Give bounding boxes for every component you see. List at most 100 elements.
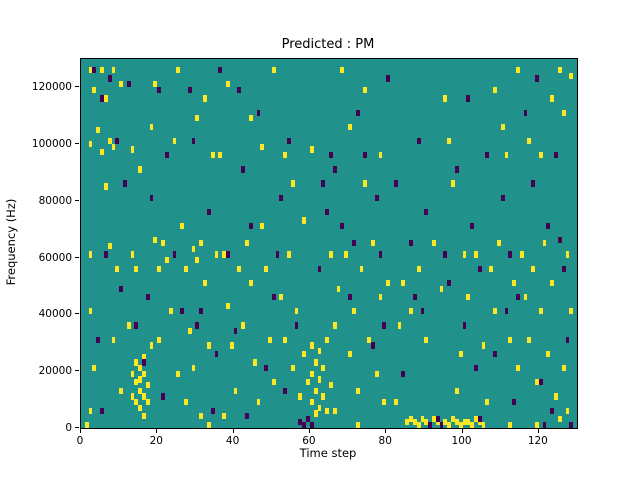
heatmap-cell — [561, 109, 566, 116]
heatmap-cell — [546, 350, 551, 358]
heatmap-cell — [157, 86, 162, 94]
heatmap-cell — [477, 265, 482, 272]
heatmap-cell — [420, 308, 425, 315]
heatmap-cell — [107, 137, 112, 145]
heatmap-cell — [138, 387, 143, 394]
heatmap-cell — [84, 421, 89, 428]
heatmap-cell — [561, 364, 566, 372]
heatmap-cell — [298, 393, 303, 400]
heatmap-cell — [309, 146, 314, 153]
heatmap-cell — [409, 308, 413, 315]
heatmap-cell — [462, 322, 467, 329]
heatmap-cell — [340, 66, 345, 74]
heatmap-cell — [309, 421, 314, 428]
heatmap-cell — [565, 407, 570, 414]
heatmap-cell — [225, 251, 230, 258]
heatmap-cell — [241, 322, 246, 329]
heatmap-cell — [149, 194, 154, 201]
heatmap-cell — [519, 251, 524, 258]
heatmap-cell — [103, 95, 108, 102]
heatmap-cell — [176, 370, 181, 377]
heatmap-cell — [531, 180, 536, 187]
heatmap-cell — [237, 265, 242, 272]
heatmap-cell — [550, 407, 555, 414]
heatmap-cell — [142, 413, 146, 420]
heatmap-cell — [538, 152, 543, 159]
heatmap-cell — [454, 166, 459, 173]
heatmap-cell — [191, 137, 196, 145]
heatmap-cell — [115, 265, 120, 272]
heatmap-cell — [378, 251, 383, 258]
heatmap-cell — [149, 342, 154, 349]
heatmap-cell — [100, 407, 104, 414]
heatmap-cell — [248, 115, 253, 122]
heatmap-cell — [161, 240, 165, 247]
heatmap-cell — [473, 251, 478, 258]
heatmap-cell — [88, 251, 93, 258]
heatmap-cell — [325, 208, 329, 216]
heatmap-cell — [248, 223, 253, 230]
heatmap-cell — [172, 137, 177, 145]
heatmap-cell — [199, 240, 204, 247]
heatmap-cell — [264, 364, 268, 372]
heatmap-cell — [466, 294, 471, 301]
heatmap-cell — [550, 95, 555, 102]
x-tick-label: 80 — [378, 435, 392, 447]
x-axis-label: Time step — [299, 446, 357, 460]
heatmap-cell — [302, 217, 307, 224]
heatmap-cell — [290, 364, 295, 372]
heatmap-cell — [515, 364, 520, 372]
x-tick-mark — [80, 429, 81, 433]
heatmap-cell — [271, 294, 276, 301]
heatmap-cell — [515, 66, 520, 74]
heatmap-cell — [306, 379, 310, 386]
heatmap-cell — [92, 86, 97, 94]
heatmap-cell — [180, 308, 184, 315]
heatmap-cell — [355, 109, 360, 116]
heatmap-cell — [382, 322, 387, 329]
heatmap-cell — [287, 137, 291, 145]
heatmap-cell — [462, 251, 467, 258]
x-tick-label: 0 — [76, 435, 84, 447]
heatmap-cell — [164, 257, 169, 264]
heatmap-cell — [199, 413, 204, 420]
heatmap-cell — [225, 81, 230, 88]
heatmap-cell — [126, 81, 131, 88]
plot-title: Predicted : PM — [281, 37, 375, 52]
heatmap-cell — [348, 294, 352, 301]
heatmap-cell — [531, 265, 536, 272]
heatmap-cell — [298, 418, 303, 426]
heatmap-cell — [119, 285, 123, 292]
heatmap-cell — [473, 416, 478, 423]
heatmap-cell — [130, 370, 135, 377]
heatmap-cell — [443, 95, 448, 102]
heatmap-cell — [161, 393, 165, 400]
heatmap-cell — [229, 342, 234, 349]
heatmap-cell — [233, 387, 238, 394]
heatmap-cell — [130, 251, 135, 258]
heatmap-cell — [138, 404, 143, 411]
y-tick-label: 40000 — [38, 308, 72, 321]
heatmap-cell — [351, 308, 356, 315]
heatmap-cell — [443, 418, 448, 426]
heatmap-cell — [393, 180, 398, 187]
heatmap-cell — [508, 251, 513, 258]
heatmap-cell — [203, 95, 207, 102]
heatmap-cell — [538, 379, 543, 386]
heatmap-cell — [191, 245, 196, 252]
heatmap-cell — [88, 407, 93, 414]
heatmap-cell — [370, 240, 375, 247]
heatmap-cell — [309, 399, 314, 406]
heatmap-cell — [256, 109, 261, 116]
heatmap-cell — [145, 399, 150, 406]
y-tick-mark — [75, 143, 79, 145]
heatmap-cell — [317, 376, 322, 383]
heatmap-cell — [134, 379, 139, 386]
heatmap-cell — [348, 123, 352, 130]
heatmap-cell — [142, 359, 146, 366]
heatmap-cell — [111, 66, 116, 74]
heatmap-cell — [256, 399, 261, 406]
heatmap-cell — [363, 86, 368, 94]
heatmap-cell — [340, 223, 345, 230]
x-tick-mark — [156, 429, 158, 433]
